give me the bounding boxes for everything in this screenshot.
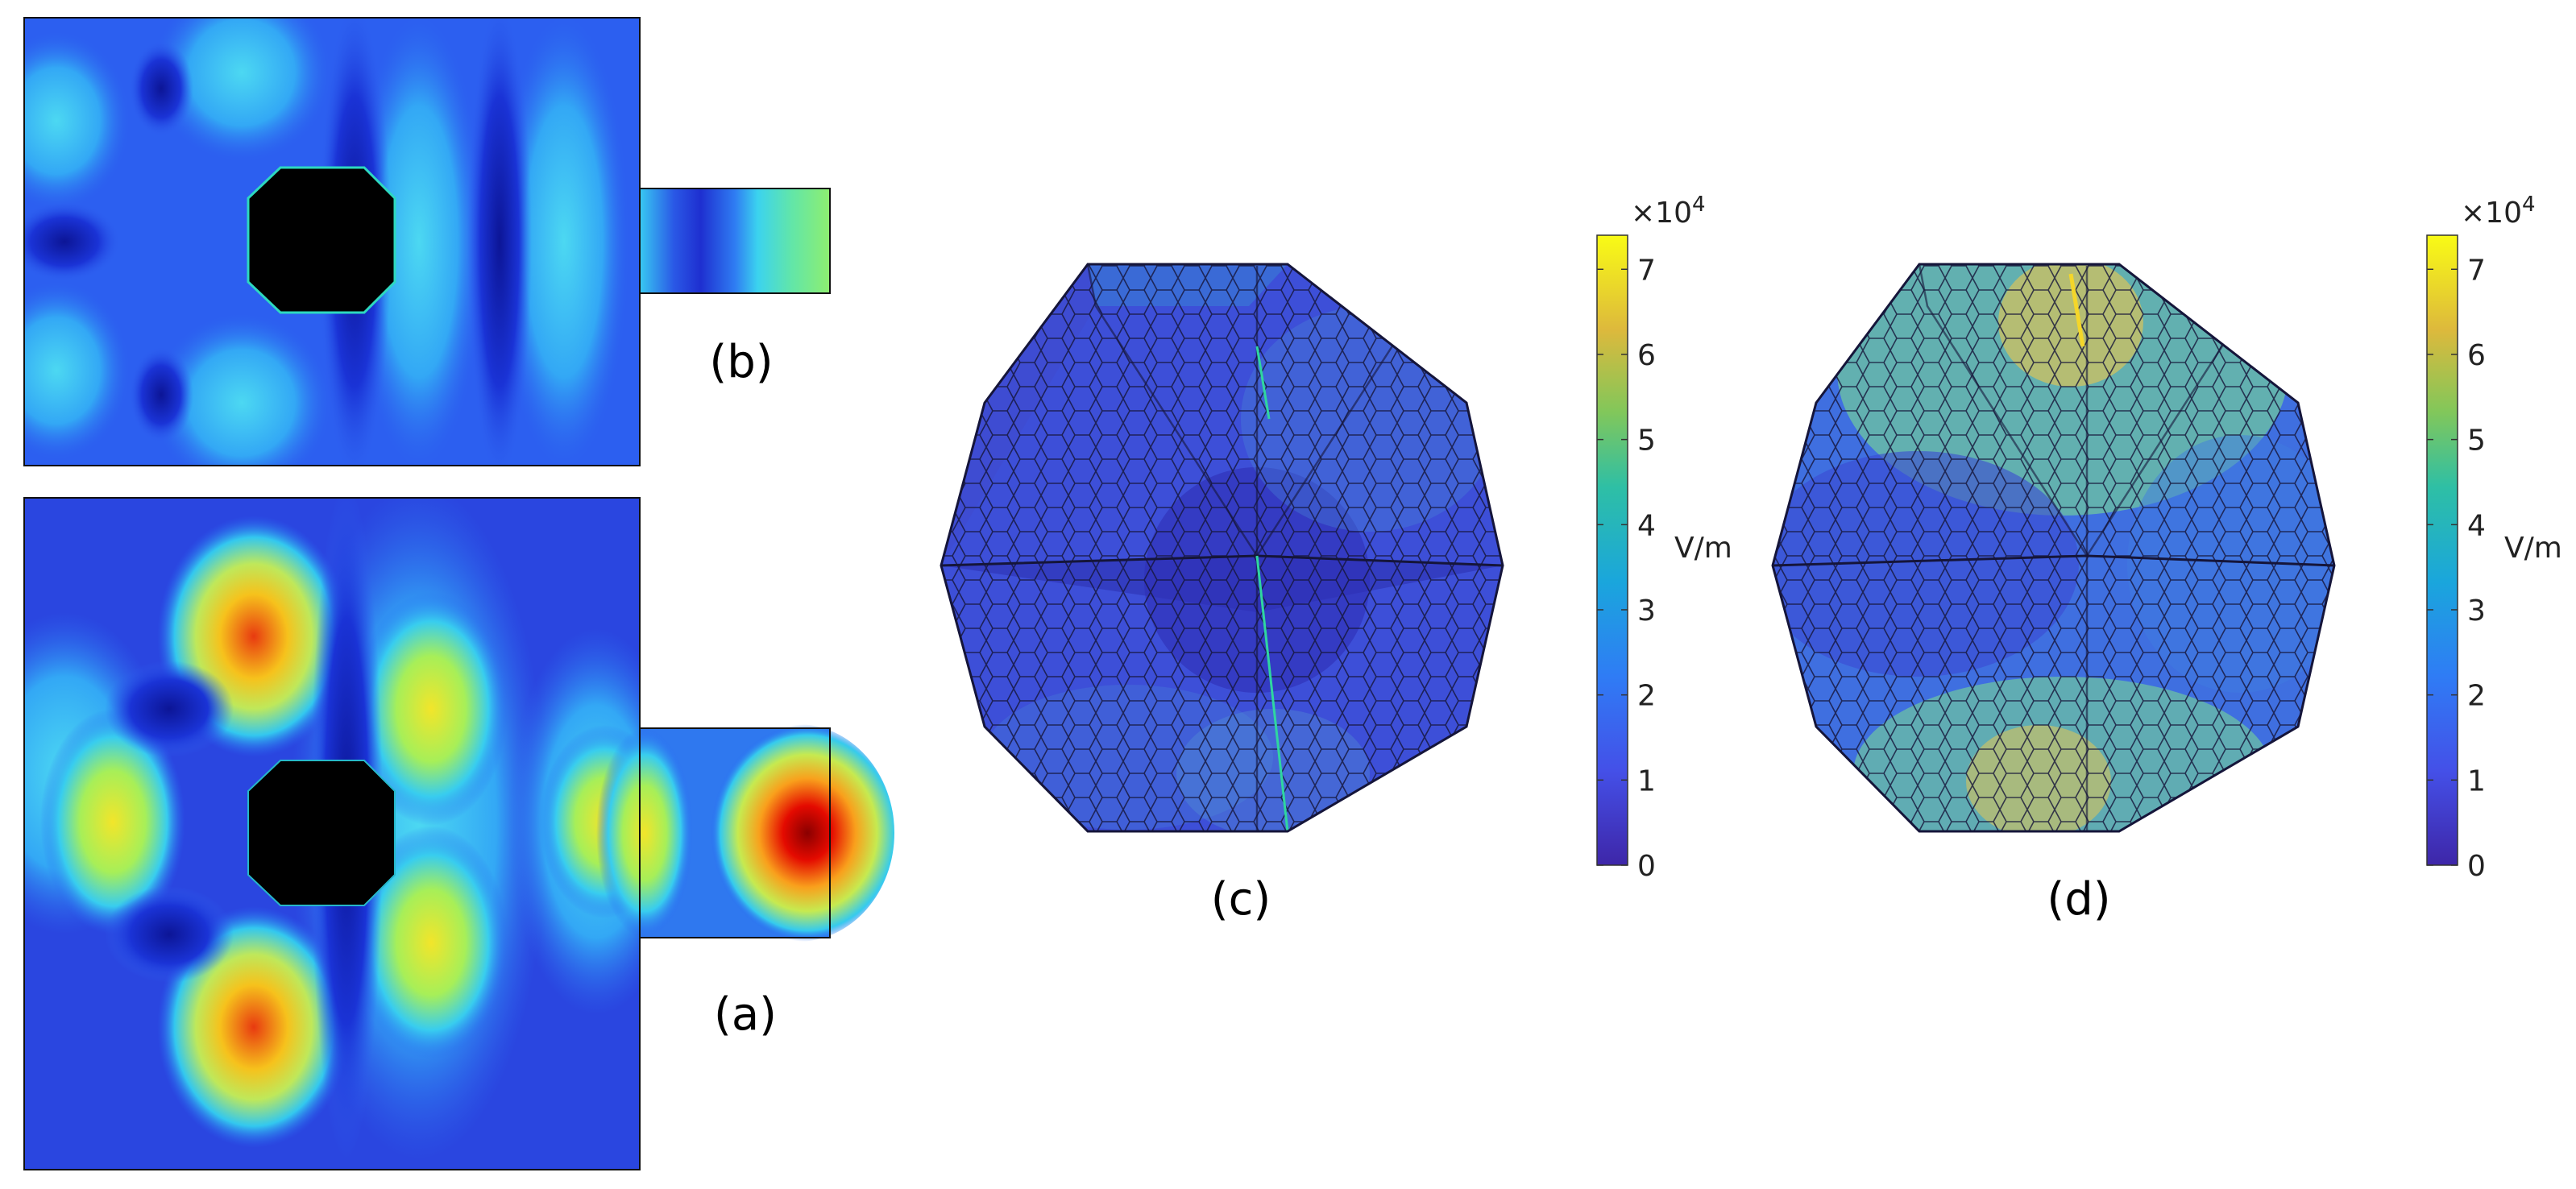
colorbar-d-exponent: ×104 [2461, 193, 2536, 230]
caption-c: (c) [1211, 873, 1271, 926]
colorbar-d-tick-label: 7 [2467, 254, 2486, 287]
colorbar-c-exponent: ×104 [1631, 193, 1706, 230]
colorbar-c-unit: V/m [1674, 532, 1732, 565]
colorbar-d-tick-label: 4 [2467, 509, 2486, 542]
colorbar-c: 0 1 2 3 4 5 6 7 ×104 V/m [1596, 193, 1732, 883]
caption-b: (b) [709, 336, 773, 388]
colorbar-c-tick-label: 5 [1637, 425, 1656, 458]
obstacle-octagon-a [247, 760, 396, 906]
caption-d: (d) [2047, 873, 2110, 926]
colorbar-d-tick-label: 5 [2467, 425, 2486, 458]
colorbar-c-tick-label: 6 [1637, 339, 1656, 372]
colorbar-d-tick-label: 0 [2467, 850, 2486, 883]
colorbar-d-tick-label: 6 [2467, 339, 2486, 372]
colorbar-c-tick-label: 3 [1637, 594, 1656, 628]
colorbar-d-tick-label: 3 [2467, 594, 2486, 628]
panel-c-3d-mesh: (c) [940, 263, 1504, 926]
waveguide-port-b [639, 188, 831, 294]
colorbar-c-tick-label: 1 [1637, 764, 1656, 798]
colorbar-c-tick-label: 0 [1637, 850, 1656, 883]
colorbar-d-ticks: 0 1 2 3 4 5 6 7 [2427, 254, 2486, 883]
waveguide-port-a [596, 724, 894, 942]
panel-b-field-map: (b) [23, 17, 831, 466]
colorbar-d-tick-label: 1 [2467, 764, 2486, 798]
obstacle-octagon-b [247, 166, 396, 314]
colorbar-c-tick-label: 4 [1637, 509, 1656, 542]
colorbar-c-tick-label: 2 [1637, 680, 1656, 713]
colorbar-c-tick-label: 7 [1637, 254, 1656, 287]
colorbar-c-ticks: 0 1 2 3 4 5 6 7 [1597, 254, 1656, 883]
colorbar-d: 0 1 2 3 4 5 6 7 ×104 V/m [2426, 193, 2562, 883]
colorbar-d-unit: V/m [2504, 532, 2562, 565]
panel-a-field-map: (a) [23, 497, 894, 1170]
colorbar-d-tick-label: 2 [2467, 680, 2486, 713]
panel-d-3d-mesh: (d) [1771, 263, 2336, 926]
caption-a: (a) [714, 988, 777, 1041]
